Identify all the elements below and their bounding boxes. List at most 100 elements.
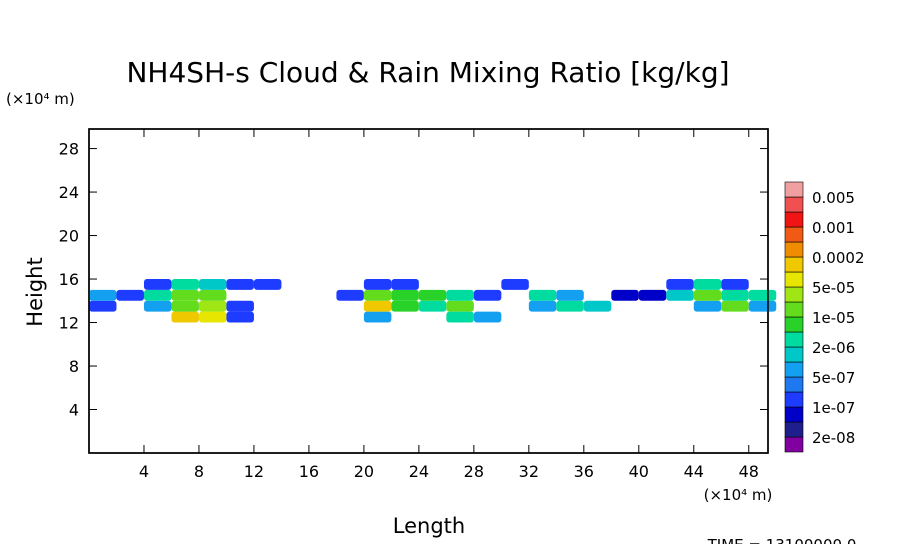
colorbar-label: 5e-07 xyxy=(812,369,855,387)
colorbar-box xyxy=(784,181,804,198)
y-tick-label: 28 xyxy=(59,140,79,159)
colorbar-label: 2e-06 xyxy=(812,339,855,357)
colorbar-label: 2e-08 xyxy=(812,429,855,447)
cell xyxy=(198,300,227,312)
y-tick-label: 20 xyxy=(59,227,79,246)
cell xyxy=(171,289,199,301)
colorbar-label: 0.005 xyxy=(812,189,855,207)
cell xyxy=(638,289,667,301)
colorbar-box xyxy=(784,226,804,243)
cell xyxy=(721,279,749,290)
cell xyxy=(363,289,392,301)
y-tick-label: 24 xyxy=(59,183,79,202)
x-tick-label: 36 xyxy=(574,462,594,481)
cell xyxy=(171,300,199,312)
y-tick-label: 8 xyxy=(69,357,79,376)
cell xyxy=(528,289,557,301)
cell xyxy=(253,279,282,290)
cell xyxy=(693,300,722,312)
colorbar-box xyxy=(784,211,804,228)
cell xyxy=(391,279,419,290)
cell xyxy=(418,300,447,312)
cell xyxy=(198,289,227,301)
cell xyxy=(693,289,722,301)
cell xyxy=(363,311,392,323)
x-tick-label: 4 xyxy=(139,462,149,481)
cell xyxy=(721,289,749,301)
colorbar-box xyxy=(784,256,804,273)
cell xyxy=(418,289,447,301)
cell xyxy=(391,289,419,301)
cell xyxy=(501,279,529,290)
colorbar-box xyxy=(784,271,804,288)
cell xyxy=(143,289,172,301)
x-axis-label: Length xyxy=(393,514,465,538)
cell xyxy=(446,289,474,301)
x-tick-label: 16 xyxy=(299,462,319,481)
y-axis-label: Height xyxy=(23,257,47,326)
cell xyxy=(473,311,502,323)
cell xyxy=(226,300,254,312)
colorbar-label: 0.001 xyxy=(812,219,855,237)
x-tick-label: 28 xyxy=(464,462,484,481)
colorbar-box xyxy=(784,376,804,393)
cell xyxy=(748,300,777,312)
cell xyxy=(446,311,474,323)
colorbar-box xyxy=(784,436,804,453)
colorbar-box xyxy=(784,316,804,333)
x-tick-label: 24 xyxy=(409,462,429,481)
x-tick-label: 12 xyxy=(244,462,264,481)
x-tick-label: 44 xyxy=(684,462,704,481)
cell xyxy=(721,300,749,312)
cell xyxy=(143,300,172,312)
cell xyxy=(171,311,199,323)
cell xyxy=(446,300,474,312)
y-tick-label: 12 xyxy=(59,314,79,333)
colorbar-box xyxy=(784,286,804,303)
colorbar-label: 5e-05 xyxy=(812,279,855,297)
plot-frame xyxy=(88,128,769,454)
cell xyxy=(666,279,694,290)
chart-title: NH4SH-s Cloud & Rain Mixing Ratio [kg/kg… xyxy=(126,56,729,89)
cell xyxy=(391,300,419,312)
x-tick-label: 48 xyxy=(739,462,759,481)
cell xyxy=(89,289,117,301)
colorbar-label: 1e-07 xyxy=(812,399,855,417)
cell xyxy=(89,300,117,312)
colorbar-box xyxy=(784,331,804,348)
cell xyxy=(528,300,557,312)
colorbar-label: 1e-05 xyxy=(812,309,855,327)
cell xyxy=(143,279,172,290)
colorbar-box xyxy=(784,301,804,318)
x-tick-label: 20 xyxy=(354,462,374,481)
cell xyxy=(226,311,254,323)
x-unit: (×10⁴ m) xyxy=(704,486,773,504)
cell xyxy=(363,300,392,312)
colorbar-box xyxy=(784,346,804,363)
cell xyxy=(198,279,227,290)
colorbar-box xyxy=(784,361,804,378)
cell xyxy=(666,289,694,301)
x-tick-label: 8 xyxy=(194,462,204,481)
cell xyxy=(556,300,584,312)
cell xyxy=(363,279,392,290)
colorbar-box xyxy=(784,241,804,258)
colorbar-box xyxy=(784,391,804,408)
y-tick-label: 4 xyxy=(69,401,79,420)
cell xyxy=(473,289,502,301)
cell xyxy=(611,289,639,301)
colorbar-box xyxy=(784,421,804,438)
footer: TIME = 13100000.0 xyxy=(707,536,857,544)
cell xyxy=(198,311,227,323)
x-tick-label: 32 xyxy=(519,462,539,481)
cell xyxy=(556,289,584,301)
cell xyxy=(336,289,364,301)
cell xyxy=(693,279,722,290)
colorbar-box xyxy=(784,196,804,213)
colorbar-box xyxy=(784,406,804,423)
cell xyxy=(748,289,777,301)
x-tick-label: 40 xyxy=(629,462,649,481)
y-unit: (×10⁴ m) xyxy=(6,90,75,108)
colorbar-label: 0.0002 xyxy=(812,249,865,267)
